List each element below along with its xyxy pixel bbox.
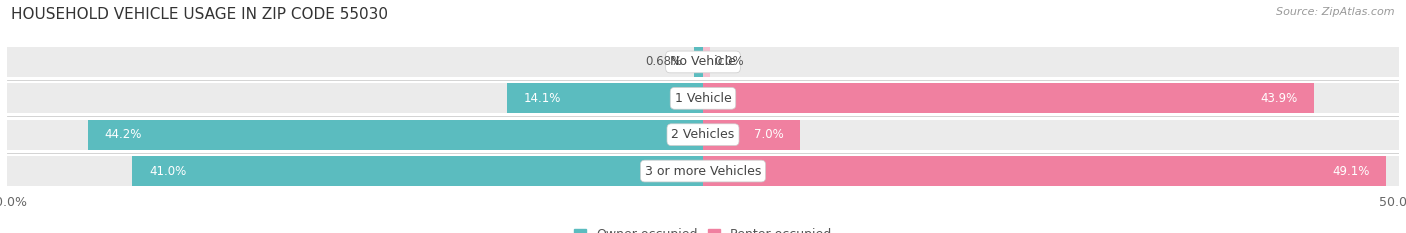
Bar bbox=[7, 156, 703, 186]
Bar bbox=[703, 83, 1399, 113]
Bar bbox=[703, 156, 1386, 186]
Text: 44.2%: 44.2% bbox=[104, 128, 142, 141]
Bar bbox=[7, 120, 703, 150]
Bar bbox=[506, 83, 703, 113]
Text: 41.0%: 41.0% bbox=[149, 164, 186, 178]
Text: No Vehicle: No Vehicle bbox=[671, 55, 735, 69]
Bar bbox=[703, 120, 800, 150]
Bar bbox=[87, 120, 703, 150]
Text: Source: ZipAtlas.com: Source: ZipAtlas.com bbox=[1277, 7, 1395, 17]
Text: 43.9%: 43.9% bbox=[1260, 92, 1298, 105]
Text: 1 Vehicle: 1 Vehicle bbox=[675, 92, 731, 105]
Text: 0.0%: 0.0% bbox=[714, 55, 744, 69]
Text: 7.0%: 7.0% bbox=[754, 128, 783, 141]
Bar bbox=[703, 83, 1315, 113]
Bar bbox=[693, 47, 703, 77]
Bar bbox=[7, 47, 703, 77]
Bar bbox=[703, 120, 1399, 150]
Bar bbox=[132, 156, 703, 186]
Legend: Owner-occupied, Renter-occupied: Owner-occupied, Renter-occupied bbox=[574, 229, 832, 233]
Text: 3 or more Vehicles: 3 or more Vehicles bbox=[645, 164, 761, 178]
Text: HOUSEHOLD VEHICLE USAGE IN ZIP CODE 55030: HOUSEHOLD VEHICLE USAGE IN ZIP CODE 5503… bbox=[11, 7, 388, 22]
Bar bbox=[703, 47, 1399, 77]
Text: 2 Vehicles: 2 Vehicles bbox=[672, 128, 734, 141]
Bar bbox=[703, 156, 1399, 186]
Bar bbox=[7, 83, 703, 113]
Bar bbox=[703, 47, 710, 77]
Text: 0.68%: 0.68% bbox=[645, 55, 682, 69]
Text: 49.1%: 49.1% bbox=[1333, 164, 1369, 178]
Text: 14.1%: 14.1% bbox=[523, 92, 561, 105]
